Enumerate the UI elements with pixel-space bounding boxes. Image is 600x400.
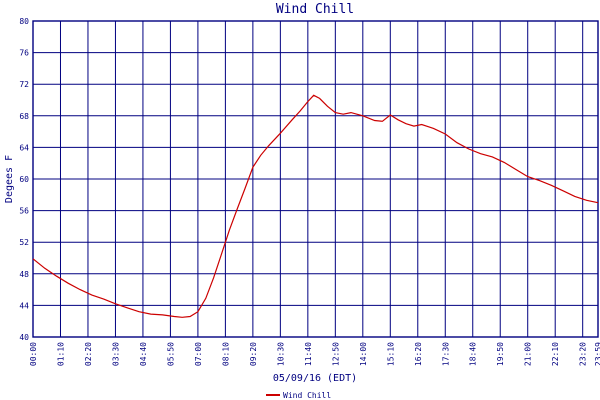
grid <box>33 21 598 337</box>
wind-chill-line <box>32 94 599 318</box>
x-tick-label: 22:10 <box>551 342 560 366</box>
legend-label: Wind Chill <box>283 391 331 400</box>
y-tick-label: 44 <box>19 301 29 310</box>
x-tick-label: 21:00 <box>524 342 533 366</box>
x-tick-label: 15:10 <box>386 342 395 366</box>
x-tick-label: 09:20 <box>249 342 258 366</box>
x-axis: 00:00 01:10 02:20 03:30 04:40 05:50 07:00 08:10… <box>29 342 600 366</box>
x-tick-label: 12:50 <box>331 342 340 366</box>
x-tick-label: 16:20 <box>414 342 423 366</box>
x-tick-label: 08:10 <box>221 342 230 366</box>
y-axis: 40 44 48 52 56 60 64 68 72 76 80 <box>19 17 29 342</box>
y-tick-label: 40 <box>19 333 29 342</box>
x-tick-label: 14:00 <box>359 342 368 366</box>
y-tick-label: 72 <box>19 80 29 89</box>
y-tick-label: 68 <box>19 112 29 121</box>
x-tick-label: 10:30 <box>276 342 285 366</box>
y-tick-label: 76 <box>19 49 29 58</box>
x-tick-label: 01:10 <box>56 342 65 366</box>
x-tick-label: 07:00 <box>194 342 203 366</box>
y-tick-label: 64 <box>19 143 29 152</box>
y-tick-label: 56 <box>19 207 29 216</box>
x-tick-label: 02:20 <box>84 342 93 366</box>
chart-title: Wind Chill <box>276 2 354 17</box>
x-tick-label: 23:59 <box>594 342 600 366</box>
plot-frame <box>32 20 599 338</box>
y-tick-label: 80 <box>19 17 29 26</box>
x-tick-label: 00:00 <box>29 342 38 366</box>
x-tick-label: 18:40 <box>469 342 478 366</box>
x-tick-label: 23:20 <box>579 342 588 366</box>
x-tick-label: 19:50 <box>496 342 505 366</box>
y-tick-label: 48 <box>19 270 29 279</box>
legend: Wind Chill <box>266 391 331 400</box>
x-tick-label: 05:50 <box>166 342 175 366</box>
x-tick-label: 04:40 <box>139 342 148 366</box>
x-tick-label: 11:40 <box>304 342 313 366</box>
x-tick-label: 03:30 <box>111 342 120 366</box>
x-axis-label: 05/09/16 (EDT) <box>273 373 357 384</box>
y-tick-label: 60 <box>19 175 29 184</box>
y-axis-label: Degees F <box>4 155 15 203</box>
x-tick-label: 17:30 <box>441 342 450 366</box>
y-tick-label: 52 <box>19 238 29 247</box>
